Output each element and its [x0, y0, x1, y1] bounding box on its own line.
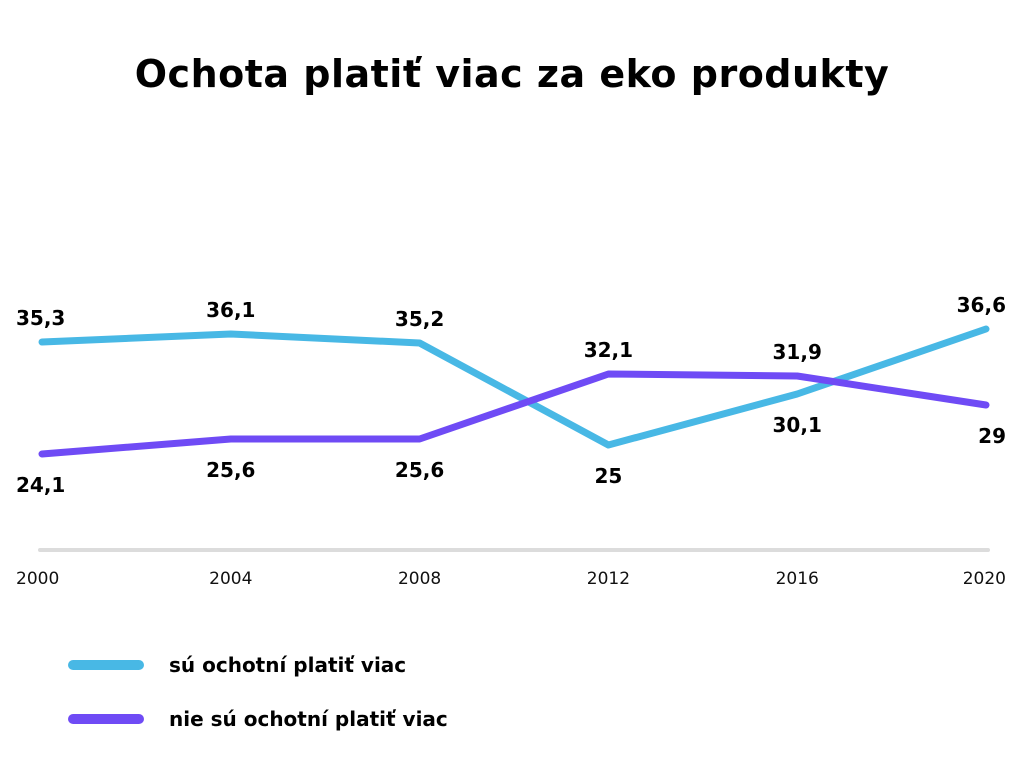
data-label: 30,1 — [773, 413, 822, 437]
chart-title: Ochota platiť viac za eko produkty — [134, 52, 890, 96]
data-label: 35,3 — [16, 306, 65, 330]
x-tick-label: 2000 — [16, 569, 59, 589]
data-label: 25,6 — [206, 458, 255, 482]
data-label: 29 — [978, 424, 1006, 448]
x-tick-label: 2020 — [963, 569, 1006, 589]
legend-swatch-unwilling — [68, 714, 144, 724]
series-line-0 — [38, 325, 990, 449]
legend-item-unwilling: nie sú ochotní platiť viac — [68, 694, 448, 744]
data-label: 25 — [594, 464, 622, 488]
legend-label-unwilling: nie sú ochotní platiť viac — [169, 707, 448, 731]
legend-item-willing: sú ochotní platiť viac — [68, 640, 448, 690]
data-label: 25,6 — [395, 458, 444, 482]
x-tick-labels: 2000 2004 2008 2012 2016 2020 — [16, 569, 1006, 589]
data-label: 36,1 — [206, 298, 255, 322]
data-label: 35,2 — [395, 307, 444, 331]
data-label: 24,1 — [16, 473, 65, 497]
x-tick-label: 2016 — [776, 569, 819, 589]
x-tick-label: 2004 — [209, 569, 252, 589]
series-lines — [38, 325, 990, 458]
data-label: 32,1 — [584, 338, 633, 362]
legend-swatch-willing — [68, 660, 144, 670]
legend-label-willing: sú ochotní platiť viac — [169, 653, 407, 677]
x-tick-label: 2008 — [398, 569, 441, 589]
legend: sú ochotní platiť viac nie sú ochotní pl… — [68, 640, 448, 748]
data-label: 36,6 — [957, 293, 1006, 317]
series-line-1 — [38, 370, 990, 458]
data-label: 31,9 — [773, 340, 822, 364]
data-labels: 35,3 36,1 35,2 25 30,1 36,6 24,1 25,6 25,6 32,1 31… — [16, 293, 1006, 497]
x-tick-label: 2012 — [587, 569, 630, 589]
